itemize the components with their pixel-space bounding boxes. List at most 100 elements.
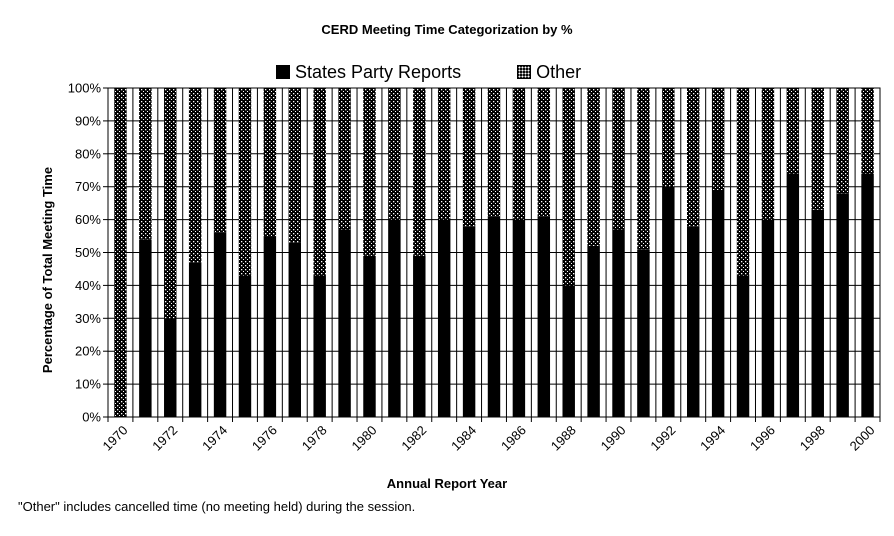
bar-states-party-reports-1971 xyxy=(139,239,152,417)
bar-other-1992 xyxy=(662,88,675,187)
legend: States Party Reports Other xyxy=(276,60,637,84)
bar-states-party-reports-1987 xyxy=(537,216,551,417)
x-tick-label: 1990 xyxy=(598,423,629,454)
y-tick-label: 60% xyxy=(75,212,101,227)
bar-other-1970 xyxy=(114,88,127,417)
bar-states-party-reports-1974 xyxy=(213,232,227,417)
bar-states-party-reports-1991 xyxy=(637,249,650,417)
bar-other-1976 xyxy=(263,88,277,237)
bar-other-1997 xyxy=(786,88,800,174)
bar-states-party-reports-1994 xyxy=(711,189,725,417)
bar-states-party-reports-1983 xyxy=(437,219,451,417)
bar-other-1975 xyxy=(238,88,252,276)
bar-states-party-reports-1976 xyxy=(263,236,277,417)
bar-other-1990 xyxy=(612,88,625,230)
bar-other-1996 xyxy=(761,88,775,220)
y-tick-label: 30% xyxy=(75,311,101,326)
bar-states-party-reports-1975 xyxy=(238,275,252,417)
legend-item-states-party-reports: States Party Reports xyxy=(276,62,461,83)
y-tick-label: 0% xyxy=(82,410,101,425)
bar-other-1995 xyxy=(736,88,750,276)
bar-states-party-reports-1982 xyxy=(413,255,426,417)
x-tick-label: 1976 xyxy=(249,423,280,454)
y-tick-label: 40% xyxy=(75,278,101,293)
bar-other-1987 xyxy=(537,88,551,217)
bar-other-1979 xyxy=(338,88,351,230)
bar-other-1981 xyxy=(388,88,401,220)
x-tick-label: 1984 xyxy=(448,423,479,454)
bar-states-party-reports-1978 xyxy=(313,275,326,417)
bar-states-party-reports-1992 xyxy=(662,186,675,417)
legend-item-other: Other xyxy=(517,62,581,83)
x-tick-label: 1970 xyxy=(100,423,131,454)
bar-states-party-reports-1984 xyxy=(462,226,476,417)
bar-states-party-reports-1995 xyxy=(736,275,750,417)
bar-states-party-reports-1981 xyxy=(388,219,401,417)
bar-other-1982 xyxy=(413,88,426,256)
bar-states-party-reports-1993 xyxy=(687,226,700,417)
legend-label: Other xyxy=(536,61,582,82)
x-tick-label: 1986 xyxy=(498,423,529,454)
y-tick-label: 100% xyxy=(68,81,102,96)
bar-other-1999 xyxy=(836,88,849,194)
footnote: "Other" includes cancelled time (no meet… xyxy=(18,499,416,514)
bar-states-party-reports-1997 xyxy=(786,173,800,417)
bar-states-party-reports-1990 xyxy=(612,229,625,417)
bars xyxy=(114,88,874,417)
x-tick-label: 1994 xyxy=(697,423,728,454)
bar-states-party-reports-1996 xyxy=(761,219,775,417)
y-tick-label: 80% xyxy=(75,146,101,161)
bar-states-party-reports-1998 xyxy=(811,209,824,417)
bar-states-party-reports-2000 xyxy=(861,173,874,417)
bar-other-1986 xyxy=(512,88,526,220)
x-tick-label: 1998 xyxy=(797,423,828,454)
bar-other-1991 xyxy=(637,88,650,250)
bar-other-1993 xyxy=(687,88,700,227)
bar-other-1971 xyxy=(139,88,152,240)
y-tick-label: 20% xyxy=(75,344,101,359)
bar-other-1989 xyxy=(587,88,600,246)
x-tick-label: 1974 xyxy=(199,423,230,454)
x-tick-label: 1982 xyxy=(398,423,429,454)
bar-other-1978 xyxy=(313,88,326,276)
bar-states-party-reports-1980 xyxy=(363,255,376,417)
x-tick-label: 1978 xyxy=(299,423,330,454)
x-tick-label: 1996 xyxy=(747,423,778,454)
x-tick-label: 1988 xyxy=(548,423,579,454)
bar-other-1994 xyxy=(711,88,725,190)
legend-label: States Party Reports xyxy=(295,61,462,82)
bar-other-2000 xyxy=(861,88,874,174)
bar-states-party-reports-1985 xyxy=(487,216,501,417)
y-tick-label: 90% xyxy=(75,113,101,128)
bar-other-1988 xyxy=(562,88,575,286)
bar-states-party-reports-1973 xyxy=(188,262,202,417)
plot-border xyxy=(107,87,881,418)
x-tick-label: 2000 xyxy=(847,423,878,454)
bar-states-party-reports-1972 xyxy=(164,318,177,417)
bar-states-party-reports-1988 xyxy=(562,285,575,417)
bar-states-party-reports-1999 xyxy=(836,193,849,417)
bar-states-party-reports-1979 xyxy=(338,229,351,417)
bar-other-1973 xyxy=(188,88,202,263)
legend-swatch-dotted xyxy=(517,65,532,79)
x-tick-label: 1980 xyxy=(349,423,380,454)
legend-swatch-solid xyxy=(276,65,290,79)
bar-other-1977 xyxy=(288,88,301,243)
chart-title: CERD Meeting Time Categorization by % xyxy=(321,22,573,37)
bar-other-1972 xyxy=(164,88,177,319)
y-tick-label: 10% xyxy=(75,377,101,392)
x-tick-label: 1972 xyxy=(149,423,180,454)
bar-states-party-reports-1977 xyxy=(288,242,301,417)
bar-states-party-reports-1986 xyxy=(512,219,526,417)
bar-other-1985 xyxy=(487,88,501,217)
bar-other-1980 xyxy=(363,88,376,256)
x-axis-label: Annual Report Year xyxy=(386,476,508,491)
bar-other-1998 xyxy=(811,88,824,210)
bar-other-1983 xyxy=(437,88,451,220)
bar-other-1974 xyxy=(213,88,227,233)
x-tick-label: 1992 xyxy=(647,423,678,454)
y-tick-label: 70% xyxy=(75,179,101,194)
bar-states-party-reports-1989 xyxy=(587,245,600,417)
y-axis-label: Percentage of Total Meeting Time xyxy=(40,166,55,374)
